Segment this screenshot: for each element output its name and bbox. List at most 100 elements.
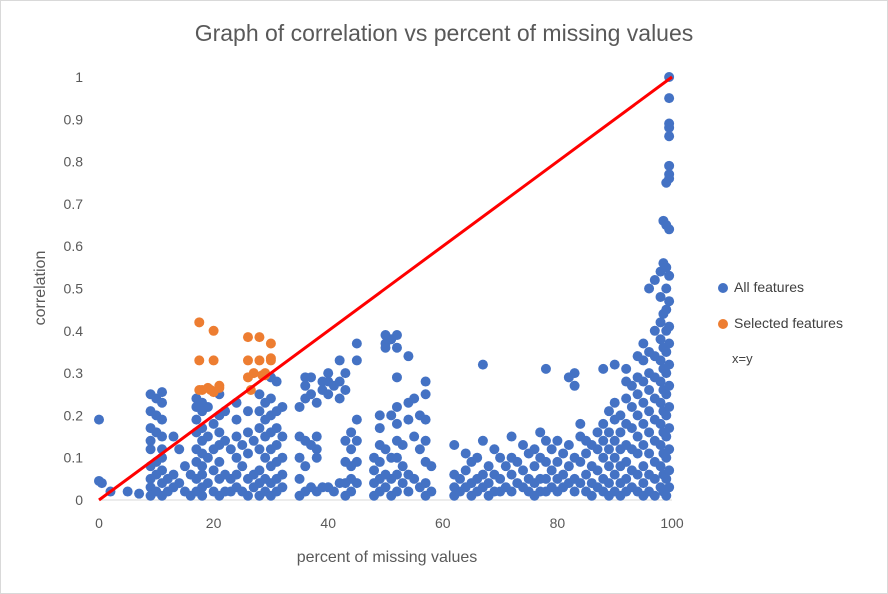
all-features-point: [391, 342, 402, 353]
all-features-point: [145, 444, 156, 455]
all-features-point: [529, 461, 540, 472]
all-features-point: [598, 363, 609, 374]
all-features-point: [592, 427, 603, 438]
all-features-point: [581, 469, 592, 480]
all-features-point: [477, 435, 488, 446]
all-features-point: [346, 444, 357, 455]
all-features-point: [306, 372, 317, 383]
all-features-point: [558, 448, 569, 459]
all-features-point: [621, 363, 632, 374]
all-features-point: [540, 473, 551, 484]
all-features-point: [638, 355, 649, 366]
all-features-point: [603, 461, 614, 472]
all-features-point: [157, 465, 168, 476]
all-features-point: [168, 469, 179, 480]
all-features-point: [391, 330, 402, 341]
all-features-point: [518, 440, 529, 451]
all-features-point: [598, 435, 609, 446]
all-features-point: [644, 427, 655, 438]
all-features-point: [661, 389, 672, 400]
all-features-point: [254, 406, 265, 417]
all-features-point: [655, 397, 666, 408]
all-features-point: [661, 283, 672, 294]
all-features-point: [664, 160, 675, 171]
all-features-point: [664, 270, 675, 281]
all-features-point: [638, 338, 649, 349]
y-tick-label: 0.6: [64, 238, 84, 254]
all-features-point: [260, 452, 271, 463]
all-features-point: [248, 435, 259, 446]
all-features-point: [414, 444, 425, 455]
all-features-point: [506, 469, 517, 480]
all-features-point: [374, 410, 385, 421]
all-features-point: [340, 368, 351, 379]
selected-features-point: [194, 355, 205, 366]
all-features-point: [661, 368, 672, 379]
y-tick-label: 0: [75, 492, 83, 508]
all-features-point: [351, 435, 362, 446]
all-features-point: [655, 317, 666, 328]
y-tick-label: 0.9: [64, 111, 84, 127]
tick-labels: 0 20 40 60 80 100 0 0.1 0.2 0.3 0.4 0.5 0.6 0.7 0.8 0.9…: [64, 69, 684, 531]
all-features-point: [449, 440, 460, 451]
all-features-point: [220, 435, 231, 446]
all-features-point: [575, 478, 586, 489]
all-features-point: [598, 452, 609, 463]
all-features-point: [655, 440, 666, 451]
all-features-point: [237, 440, 248, 451]
all-features-point: [409, 431, 420, 442]
all-features-point: [661, 346, 672, 357]
all-features-point: [661, 490, 672, 501]
y-tick-label: 0.2: [64, 407, 84, 423]
all-features-point: [558, 469, 569, 480]
all-features-point: [552, 435, 563, 446]
x-tick-label: 0: [95, 515, 103, 531]
all-features-point: [661, 431, 672, 442]
all-features-point: [122, 486, 133, 497]
all-features-point: [615, 410, 626, 421]
all-features-point: [214, 456, 225, 467]
all-features-point: [518, 465, 529, 476]
all-features-point: [94, 414, 104, 425]
all-features-point: [334, 355, 345, 366]
all-features-point: [632, 448, 643, 459]
all-features-point: [664, 122, 675, 133]
all-features-point: [202, 452, 213, 463]
all-features-point: [208, 465, 219, 476]
all-features-point: [351, 414, 362, 425]
all-features-point: [351, 478, 362, 489]
selected-features-point: [214, 382, 225, 393]
all-features-point: [340, 385, 351, 396]
all-features-point: [265, 393, 276, 404]
all-features-point: [664, 338, 675, 349]
selected-features-point: [254, 332, 265, 343]
selected-features-point: [254, 355, 265, 366]
all-features-point: [311, 444, 322, 455]
all-features-point: [644, 448, 655, 459]
selected-features-point: [208, 355, 219, 366]
x-tick-label: 20: [206, 515, 222, 531]
all-features-point: [495, 473, 506, 484]
all-features-point: [664, 173, 675, 184]
all-features-point: [664, 321, 675, 332]
all-features-point: [546, 465, 557, 476]
all-features-point: [603, 478, 614, 489]
all-features-point: [346, 486, 357, 497]
all-features-point: [277, 401, 288, 412]
all-features-point: [334, 393, 345, 404]
all-features-point: [391, 401, 402, 412]
all-features-point: [351, 338, 362, 349]
all-features-point: [380, 444, 391, 455]
all-features-point: [191, 414, 202, 425]
all-features-point: [638, 397, 649, 408]
all-features-point: [277, 431, 288, 442]
legend-marker-selected-features: [718, 319, 728, 329]
all-features-point: [655, 376, 666, 387]
all-features-point: [540, 456, 551, 467]
all-features-point: [157, 431, 168, 442]
all-features-point: [655, 291, 666, 302]
all-features-point: [506, 431, 517, 442]
selected-features-point: [242, 332, 253, 343]
all-features-point: [328, 486, 339, 497]
